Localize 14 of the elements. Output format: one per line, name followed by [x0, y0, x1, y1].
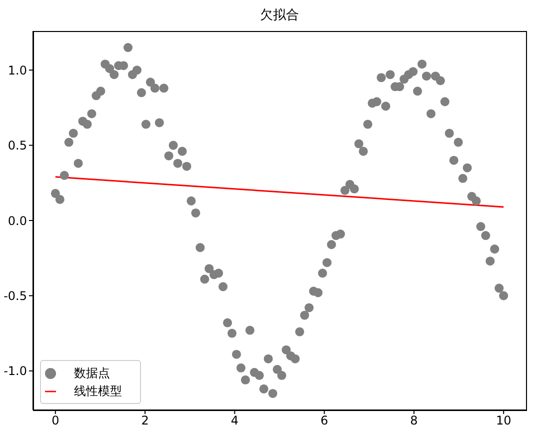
- y-tick-label: -0.5: [4, 288, 27, 303]
- x-tick-label: 10: [496, 414, 512, 428]
- x-tick-label: 4: [230, 414, 238, 428]
- x-tick-label: 6: [320, 414, 328, 428]
- chart-title: 欠拟合: [259, 7, 300, 24]
- y-tick-label: 0.0: [8, 214, 27, 228]
- legend-label: 线性模型: [74, 384, 122, 398]
- y-tick-label: 0.5: [8, 138, 27, 153]
- y-tick-label: -1.0: [4, 364, 27, 378]
- x-tick-label: 8: [410, 414, 418, 428]
- legend-label: 数据点: [74, 366, 110, 380]
- x-tick-label: 0: [52, 414, 60, 428]
- x-tick-label: 2: [141, 414, 149, 428]
- y-tick-label: 1.0: [8, 63, 27, 78]
